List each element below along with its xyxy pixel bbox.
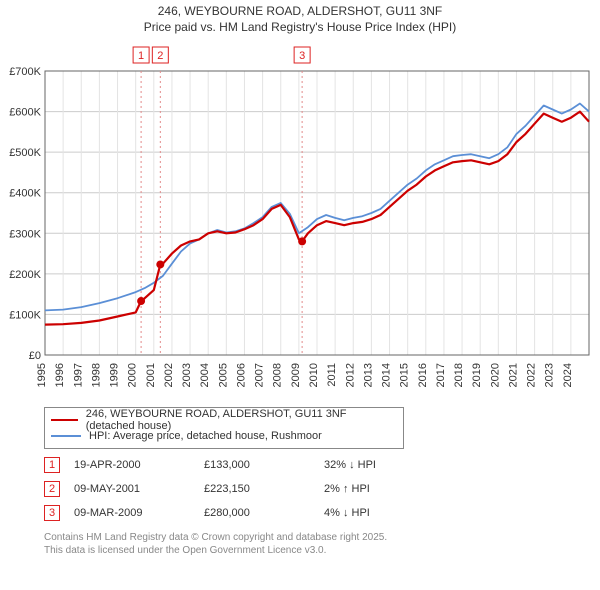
- svg-text:3: 3: [299, 50, 305, 62]
- svg-text:2023: 2023: [544, 363, 556, 387]
- svg-text:2012: 2012: [344, 363, 356, 387]
- svg-text:2003: 2003: [181, 363, 193, 387]
- title-line-1: 246, WEYBOURNE ROAD, ALDERSHOT, GU11 3NF: [0, 4, 600, 20]
- svg-text:2000: 2000: [127, 363, 139, 387]
- svg-text:1: 1: [138, 50, 144, 62]
- svg-text:£700K: £700K: [9, 66, 41, 78]
- event-date: 09-MAY-2001: [74, 483, 204, 495]
- event-marker-3: 3: [44, 505, 60, 521]
- svg-text:1998: 1998: [90, 363, 102, 387]
- event-price: £223,150: [204, 483, 324, 495]
- svg-text:2: 2: [157, 50, 163, 62]
- legend: 246, WEYBOURNE ROAD, ALDERSHOT, GU11 3NF…: [44, 407, 404, 449]
- events-table: 1 19-APR-2000£133,00032% ↓ HPI 2 09-MAY-200…: [44, 457, 600, 521]
- title-line-2: Price paid vs. HM Land Registry's House …: [0, 20, 600, 36]
- footer-line-1: Contains HM Land Registry data © Crown c…: [44, 531, 600, 544]
- footer: Contains HM Land Registry data © Crown c…: [44, 531, 600, 557]
- svg-text:2007: 2007: [254, 363, 266, 387]
- svg-text:2018: 2018: [453, 363, 465, 387]
- event-delta: 32% ↓ HPI: [324, 459, 444, 471]
- svg-text:2005: 2005: [217, 363, 229, 387]
- svg-text:£200K: £200K: [9, 269, 41, 281]
- svg-text:2009: 2009: [290, 363, 302, 387]
- svg-text:2006: 2006: [235, 363, 247, 387]
- svg-text:£400K: £400K: [9, 188, 41, 200]
- event-price: £133,000: [204, 459, 324, 471]
- footer-line-2: This data is licensed under the Open Gov…: [44, 544, 600, 557]
- svg-text:2021: 2021: [507, 363, 519, 387]
- svg-text:2011: 2011: [326, 363, 338, 387]
- svg-text:2014: 2014: [381, 363, 393, 387]
- event-date: 19-APR-2000: [74, 459, 204, 471]
- svg-text:1999: 1999: [109, 363, 121, 387]
- legend-swatch-price-paid: [51, 419, 78, 421]
- event-delta: 4% ↓ HPI: [324, 507, 444, 519]
- svg-text:2013: 2013: [362, 363, 374, 387]
- chart-area: £0 £100K £200K £300K £400K £500K £600K £700K 199…: [5, 41, 595, 401]
- chart-svg: £0 £100K £200K £300K £400K £500K £600K £700K 199…: [5, 41, 595, 401]
- chart-title: 246, WEYBOURNE ROAD, ALDERSHOT, GU11 3NF…: [0, 0, 600, 35]
- svg-text:1995: 1995: [36, 363, 48, 387]
- legend-row-price-paid: 246, WEYBOURNE ROAD, ALDERSHOT, GU11 3NF…: [51, 412, 397, 428]
- svg-text:1996: 1996: [54, 363, 66, 387]
- svg-text:1997: 1997: [72, 363, 84, 387]
- svg-text:£500K: £500K: [9, 147, 41, 159]
- svg-text:2001: 2001: [145, 363, 157, 387]
- event-delta: 2% ↑ HPI: [324, 483, 444, 495]
- legend-label-hpi: HPI: Average price, detached house, Rush…: [89, 430, 322, 442]
- chart-container: 246, WEYBOURNE ROAD, ALDERSHOT, GU11 3NF…: [0, 0, 600, 590]
- event-date: 09-MAR-2009: [74, 507, 204, 519]
- svg-text:2019: 2019: [471, 363, 483, 387]
- event-price: £280,000: [204, 507, 324, 519]
- svg-text:2010: 2010: [308, 363, 320, 387]
- svg-text:2008: 2008: [272, 363, 284, 387]
- svg-text:2017: 2017: [435, 363, 447, 387]
- svg-text:2024: 2024: [562, 363, 574, 387]
- event-marker-1: 1: [44, 457, 60, 473]
- legend-label-price-paid: 246, WEYBOURNE ROAD, ALDERSHOT, GU11 3NF…: [86, 408, 397, 432]
- svg-text:£600K: £600K: [9, 107, 41, 119]
- svg-text:2002: 2002: [163, 363, 175, 387]
- event-marker-2: 2: [44, 481, 60, 497]
- svg-text:2016: 2016: [417, 363, 429, 387]
- svg-text:2022: 2022: [526, 363, 538, 387]
- svg-text:£0: £0: [29, 350, 41, 362]
- svg-text:2015: 2015: [399, 363, 411, 387]
- svg-text:2020: 2020: [489, 363, 501, 387]
- svg-text:£100K: £100K: [9, 310, 41, 322]
- legend-swatch-hpi: [51, 435, 81, 437]
- svg-text:£300K: £300K: [9, 228, 41, 240]
- svg-text:2004: 2004: [199, 363, 211, 387]
